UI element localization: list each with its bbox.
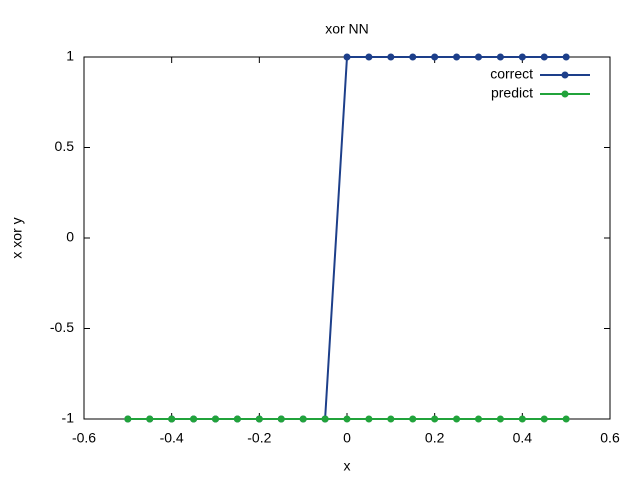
data-point <box>233 415 241 423</box>
data-point <box>453 415 461 423</box>
x-tick-label: 0.6 <box>600 430 620 446</box>
data-point <box>124 415 132 423</box>
data-point <box>321 415 329 423</box>
data-point <box>168 415 176 423</box>
data-point <box>540 53 548 61</box>
legend-label: correct <box>490 66 533 82</box>
data-point <box>562 415 570 423</box>
data-point <box>277 415 285 423</box>
data-point <box>475 53 482 61</box>
data-point <box>299 415 307 423</box>
x-tick-label: -0.6 <box>72 430 96 446</box>
legend-marker <box>561 71 569 79</box>
x-axis-label: x <box>344 458 351 474</box>
data-point <box>365 53 373 61</box>
data-point <box>518 415 526 423</box>
y-tick-label: 0.5 <box>55 138 75 154</box>
legend-label: predict <box>491 85 533 101</box>
data-point <box>496 415 504 423</box>
series-line <box>127 56 567 420</box>
y-tick-label: -1 <box>62 410 75 426</box>
x-tick-label: 0 <box>343 430 351 446</box>
data-point <box>518 53 526 61</box>
data-point <box>343 53 351 61</box>
data-point <box>496 53 504 61</box>
data-point <box>453 53 461 61</box>
y-axis-label: x xor y <box>9 217 25 258</box>
data-point <box>387 53 395 61</box>
y-tick-label: 1 <box>66 48 74 64</box>
data-point <box>431 53 439 61</box>
x-tick-label: -0.2 <box>247 430 271 446</box>
x-tick-label: 0.4 <box>513 430 533 446</box>
x-tick-label: -0.4 <box>160 430 184 446</box>
y-tick-label: -0.5 <box>50 319 74 335</box>
x-tick-label: 0.2 <box>425 430 445 446</box>
data-point <box>387 415 395 423</box>
legend-marker <box>561 90 569 98</box>
data-point <box>146 415 154 423</box>
data-point <box>409 53 417 61</box>
y-tick-label: 0 <box>66 229 74 245</box>
chart-title: xor NN <box>325 21 369 37</box>
plot-border <box>83 56 611 420</box>
data-point <box>540 415 548 423</box>
data-point <box>431 415 439 423</box>
data-point <box>562 53 570 61</box>
data-point <box>343 415 351 423</box>
data-point <box>409 415 417 423</box>
data-point <box>190 415 198 423</box>
data-point <box>212 415 219 423</box>
data-point <box>475 415 482 423</box>
data-point <box>365 415 373 423</box>
data-point <box>255 415 263 423</box>
